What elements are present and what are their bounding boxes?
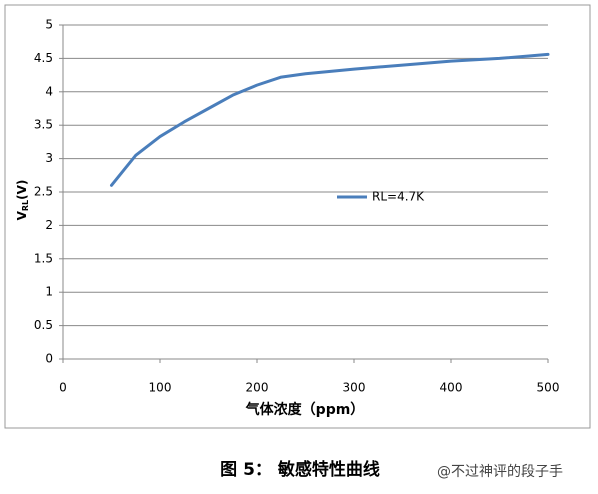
y-label-main: V bbox=[15, 210, 29, 220]
y-tick-label: 3.5 bbox=[34, 118, 53, 132]
x-tick-label: 500 bbox=[537, 381, 560, 395]
y-tick-label: 0.5 bbox=[34, 318, 53, 332]
y-tick-label: 1 bbox=[45, 285, 53, 299]
y-tick-label: 4.5 bbox=[34, 51, 53, 65]
y-axis-label: VRL(V) bbox=[15, 180, 30, 221]
x-tick-label: 400 bbox=[440, 381, 463, 395]
caption: 图 5： 敏感特性曲线 bbox=[220, 459, 380, 480]
watermark: @不过神评的段子手 bbox=[437, 464, 563, 480]
y-tick-label: 2.5 bbox=[34, 185, 53, 199]
y-label-sub: RL bbox=[21, 200, 30, 211]
y-tick-label: 4 bbox=[45, 84, 53, 98]
chart-frame bbox=[4, 4, 591, 429]
y-tick-label: 3 bbox=[45, 151, 53, 165]
y-tick-label: 0 bbox=[45, 352, 53, 366]
x-tick-label: 300 bbox=[343, 381, 366, 395]
x-tick-label: 100 bbox=[149, 381, 172, 395]
x-axis-label: 气体浓度（ppm） bbox=[245, 401, 365, 418]
y-tick-label: 2 bbox=[45, 218, 53, 232]
x-tick-label: 0 bbox=[59, 381, 67, 395]
y-tick-label: 5 bbox=[45, 18, 53, 32]
y-tick-label: 1.5 bbox=[34, 251, 53, 265]
y-label-unit: (V) bbox=[15, 180, 29, 200]
data-line bbox=[110, 52, 550, 187]
x-tick-label: 200 bbox=[246, 381, 269, 395]
legend-label: RL=4.7K bbox=[372, 190, 425, 204]
